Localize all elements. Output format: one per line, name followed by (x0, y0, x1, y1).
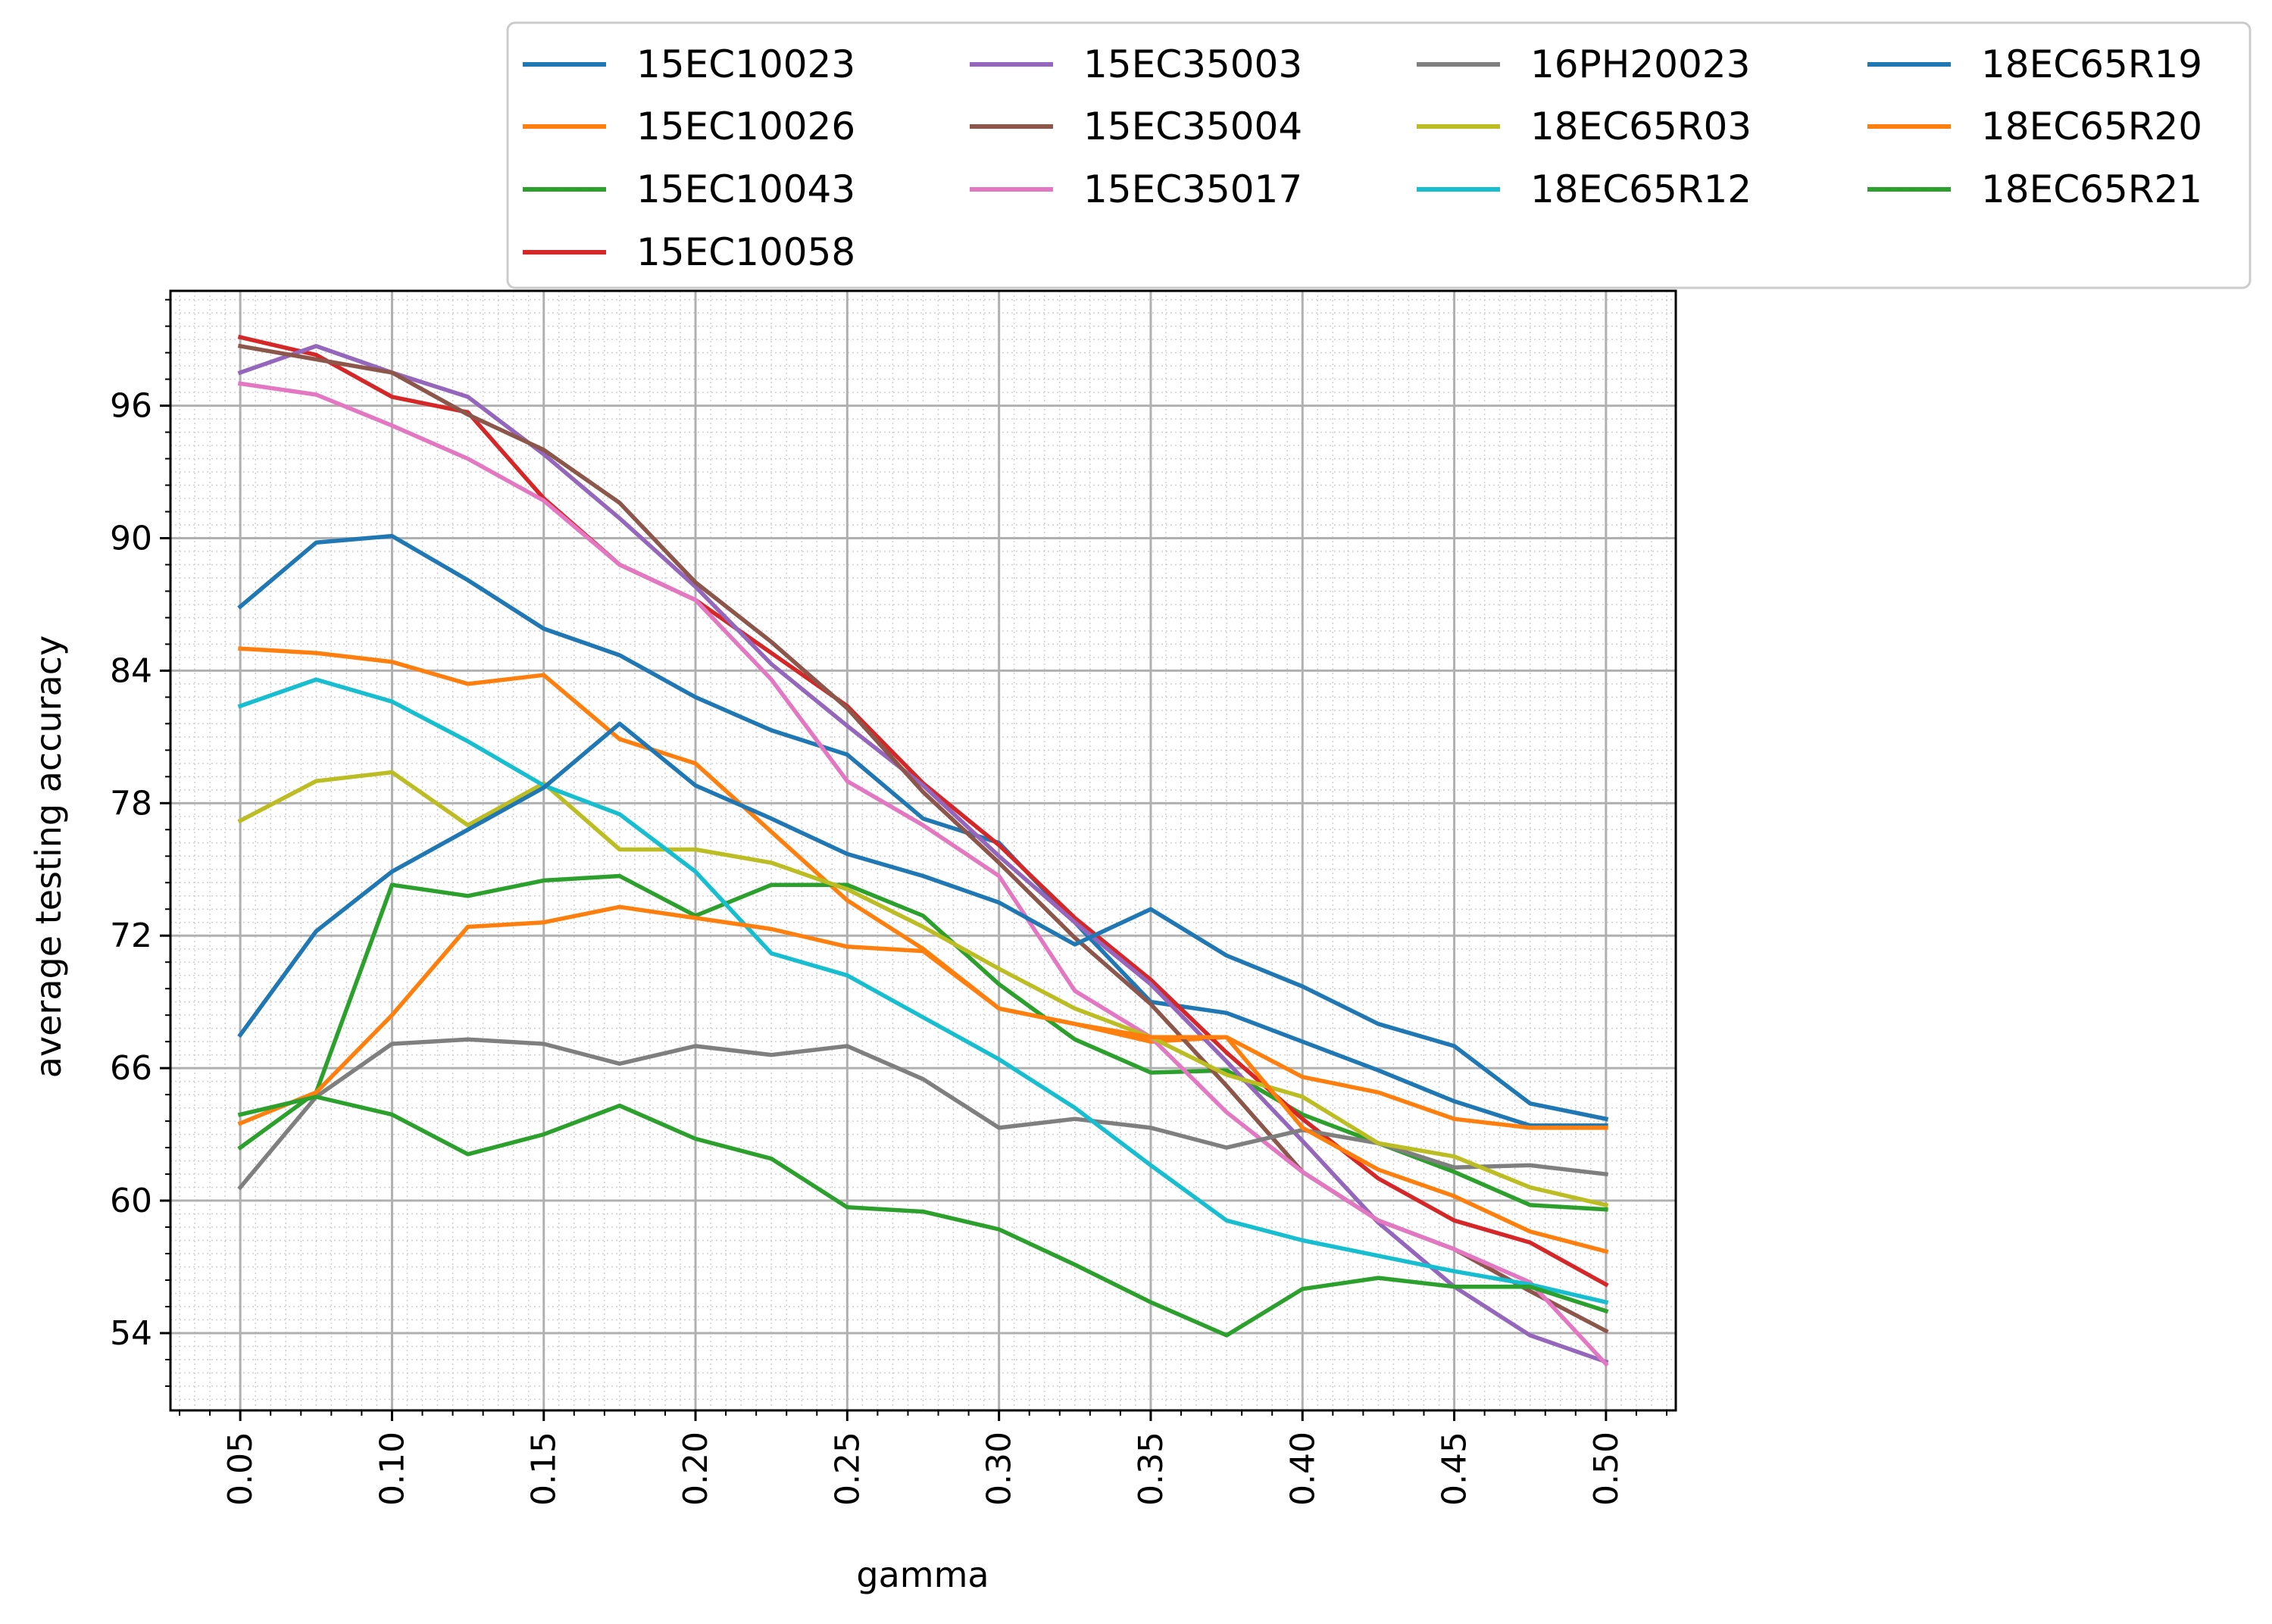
x-tick-label: 0.30 (980, 1432, 1019, 1506)
legend-label: 15EC10043 (636, 167, 855, 211)
y-axis-ticks: 54 60 66 72 78 84 90 96 (110, 298, 170, 1387)
series-line-15EC35004 (237, 343, 1609, 1334)
legend-label: 15EC35003 (1083, 42, 1302, 86)
y-tick-label: 66 (110, 1049, 152, 1088)
legend-label: 15EC35017 (1083, 167, 1302, 211)
legend-label: 15EC10023 (636, 42, 855, 86)
series-line-15EC10026 (238, 646, 1608, 1130)
legend-label: 15EC35004 (1083, 105, 1302, 148)
legend-box (506, 21, 2252, 289)
legend: 15EC10023 15EC10026 15EC10043 15EC10058 15EC… (506, 21, 2252, 289)
x-tick-label: 0.40 (1283, 1432, 1322, 1506)
x-tick-label: 0.10 (373, 1432, 411, 1506)
series-lines (237, 334, 1609, 1367)
series-line-15EC35017 (237, 381, 1609, 1367)
y-axis-label: average testing accuracy (28, 636, 69, 1079)
legend-label: 18EC65R03 (1530, 105, 1752, 148)
series-line-18EC65R03 (237, 770, 1609, 1208)
legend-label: 18EC65R21 (1981, 167, 2202, 211)
x-axis-label: gamma (856, 1554, 989, 1595)
legend-label: 18EC65R20 (1981, 105, 2202, 148)
x-tick-label: 0.45 (1436, 1432, 1474, 1506)
legend-label: 15EC10058 (636, 230, 855, 274)
series-line-18EC65R19 (237, 721, 1609, 1122)
series-line-18EC65R12 (237, 677, 1609, 1305)
plot-border (169, 289, 1677, 1412)
series-line-16PH20023 (237, 1037, 1608, 1191)
legend-label: 18EC65R19 (1981, 42, 2202, 86)
x-axis-ticks: 0.05 0.10 0.15 0.20 0.25 0.30 0.35 0.40 0.45 0.50 (179, 1410, 1667, 1506)
y-tick-label: 54 (110, 1314, 152, 1353)
legend-label: 18EC65R12 (1530, 167, 1752, 211)
legend-label: 15EC10026 (636, 105, 855, 148)
y-tick-label: 96 (110, 387, 152, 426)
y-tick-label: 90 (110, 520, 152, 558)
x-tick-label: 0.05 (221, 1432, 260, 1506)
x-tick-label: 0.25 (828, 1432, 867, 1506)
grid (170, 291, 1676, 1410)
y-tick-label: 72 (110, 917, 152, 955)
series-line-18EC65R20 (237, 904, 1609, 1254)
y-tick-label: 60 (110, 1182, 152, 1220)
legend-label: 16PH20023 (1530, 42, 1750, 86)
series-line-15EC10023 (237, 533, 1608, 1128)
y-tick-label: 84 (110, 651, 152, 690)
x-tick-label: 0.20 (677, 1432, 715, 1506)
series-line-18EC65R21 (237, 1095, 1609, 1338)
x-tick-label: 0.35 (1132, 1432, 1170, 1506)
plot-frame (169, 289, 1677, 1412)
y-tick-label: 78 (110, 784, 152, 823)
x-tick-label: 0.15 (525, 1432, 564, 1506)
x-tick-label: 0.50 (1587, 1432, 1626, 1506)
